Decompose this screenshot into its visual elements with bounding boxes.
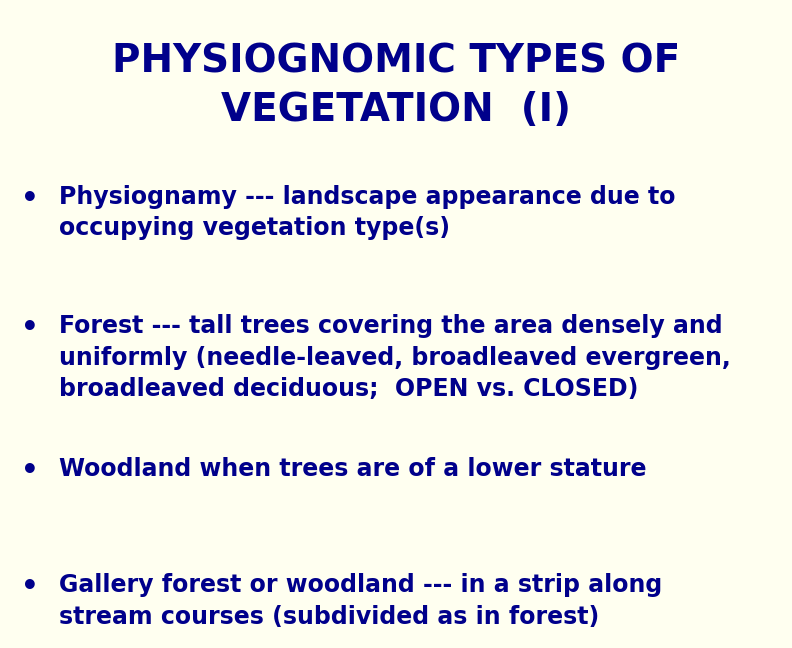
Text: •: • xyxy=(21,457,39,485)
Text: •: • xyxy=(21,314,39,342)
Text: •: • xyxy=(21,573,39,601)
Text: Woodland when trees are of a lower stature: Woodland when trees are of a lower statu… xyxy=(59,457,647,481)
Text: Forest --- tall trees covering the area densely and
uniformly (needle-leaved, br: Forest --- tall trees covering the area … xyxy=(59,314,731,402)
Text: PHYSIOGNOMIC TYPES OF
VEGETATION  (I): PHYSIOGNOMIC TYPES OF VEGETATION (I) xyxy=(112,42,680,128)
Text: Physiognamy --- landscape appearance due to
occupying vegetation type(s): Physiognamy --- landscape appearance due… xyxy=(59,185,676,240)
Text: Gallery forest or woodland --- in a strip along
stream courses (subdivided as in: Gallery forest or woodland --- in a stri… xyxy=(59,573,663,629)
Text: •: • xyxy=(21,185,39,213)
